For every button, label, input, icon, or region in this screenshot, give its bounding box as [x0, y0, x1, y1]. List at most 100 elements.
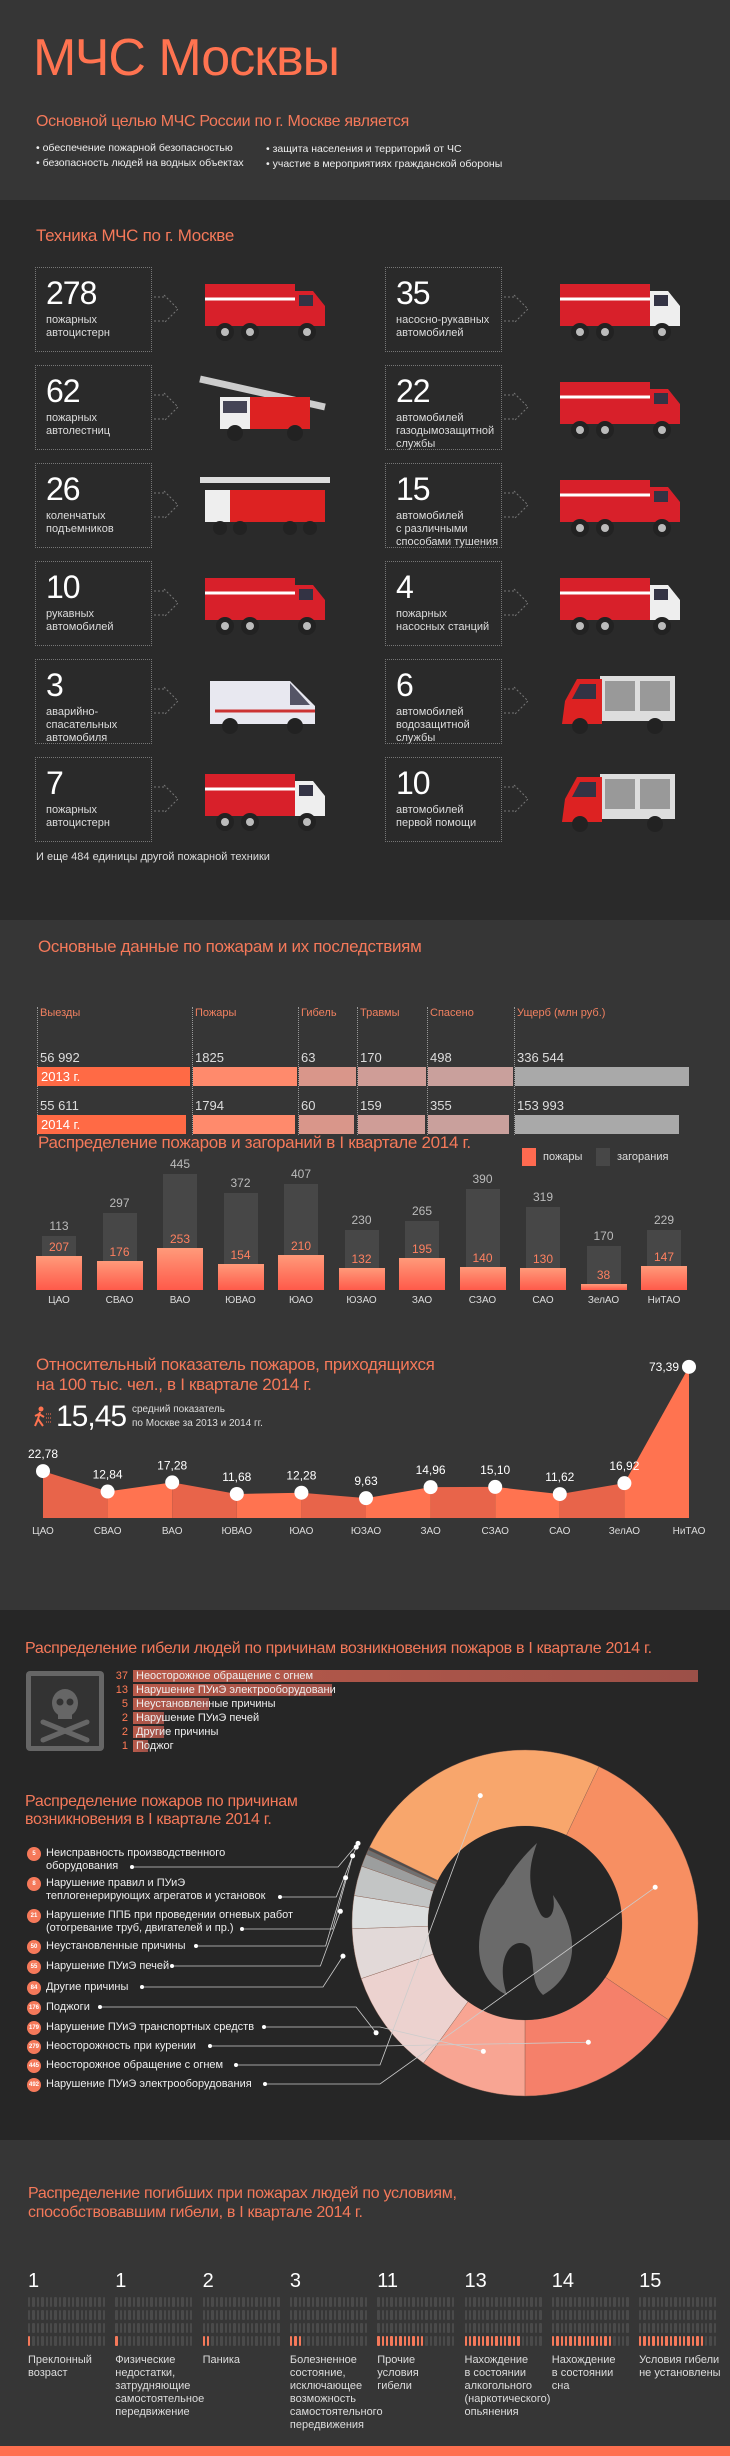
person-icon [512, 2323, 516, 2333]
person-icon [102, 2297, 106, 2307]
person-icon [255, 2310, 258, 2320]
person-icon [172, 2323, 175, 2333]
person-icon [556, 2323, 559, 2333]
leader-dot [477, 1793, 483, 1799]
cause-label: Нарушение ПУиЭ транспортных средств [46, 2021, 255, 2033]
person-icon [102, 2310, 106, 2320]
vehicle-card: 7 пожарных автоцистерн [35, 757, 152, 842]
person-icon [674, 2323, 677, 2333]
person-icon [608, 2310, 612, 2320]
x-tick-label: ВАО [169, 1295, 191, 1306]
vehicle-card: 4 пожарных насосных станций [385, 561, 502, 646]
person-icon [32, 2310, 35, 2320]
person-icon [28, 2336, 31, 2346]
person-icon [539, 2323, 542, 2333]
x-tick-label: ЗАО [411, 1295, 433, 1306]
vehicle-count: 62 [46, 373, 81, 409]
x-tick-label: НиТАО [647, 1295, 681, 1306]
person-icon [163, 2323, 166, 2333]
death-cause-label: Другие причины [136, 1726, 219, 1738]
person-icon [150, 2323, 153, 2333]
person-icon [185, 2297, 188, 2307]
person-icon [564, 2336, 568, 2346]
person-icon [639, 2310, 642, 2320]
leader-line [210, 2041, 589, 2047]
person-icon [473, 2297, 476, 2307]
person-icon [98, 2310, 101, 2320]
person-icon [137, 2310, 140, 2320]
cause-label: Поджоги [46, 2001, 90, 2013]
person-icon [451, 2323, 455, 2333]
data-point [100, 1484, 115, 1499]
person-icon [163, 2297, 166, 2307]
stats-title: Основные данные по пожарам и их последст… [38, 937, 422, 956]
person-icon [289, 2323, 293, 2333]
person-icon [132, 2310, 136, 2320]
person-icon [176, 2323, 180, 2333]
x-tick-label: СВАО [105, 1295, 134, 1306]
person-icon [468, 2310, 472, 2320]
person-icon [661, 2310, 664, 2320]
person-icon [551, 2310, 555, 2320]
person-icon [508, 2310, 511, 2320]
person-icon [215, 2323, 219, 2333]
legend-label-ignitions: загорания [617, 1151, 669, 1163]
person-icon [451, 2336, 455, 2346]
person-icon [473, 2336, 476, 2346]
person-icon [303, 2336, 306, 2346]
person-icon [206, 2323, 210, 2333]
person-icon [146, 2323, 149, 2333]
person-icon [495, 2297, 498, 2307]
person-icon [443, 2297, 446, 2307]
leader-dot [585, 2039, 591, 2045]
leader-dot [170, 1964, 174, 1968]
person-icon [394, 2323, 398, 2333]
leader-dot [140, 1985, 144, 1989]
person-icon [272, 2336, 276, 2346]
average-value: 15,45 [56, 1400, 127, 1433]
condition-column: 1 Преклонный возраст [28, 2270, 110, 2380]
data-label: 15,10 [480, 1463, 510, 1477]
person-icon [172, 2310, 175, 2320]
person-icon [185, 2310, 188, 2320]
person-icon [215, 2310, 219, 2320]
stat-bar [37, 1067, 190, 1086]
person-icon [696, 2336, 699, 2346]
person-icon [534, 2336, 538, 2346]
leader-line [142, 1955, 344, 1988]
person-icon [377, 2323, 380, 2333]
person-icon [141, 2310, 145, 2320]
condition-count: 14 [551, 2270, 575, 2292]
person-icon [220, 2310, 223, 2320]
person-icon [643, 2323, 646, 2333]
person-icon [206, 2336, 210, 2346]
person-icon [89, 2297, 92, 2307]
person-icon [311, 2310, 315, 2320]
person-icon [268, 2297, 271, 2307]
bullet: • обеспечение пожарной безопасностью [36, 142, 233, 154]
person-icon [329, 2323, 332, 2333]
person-icon [364, 2310, 367, 2320]
person-icon [477, 2323, 481, 2333]
chevron-right-icon [152, 387, 182, 427]
bar-label-ignitions: 170 [593, 1228, 614, 1243]
person-icon [525, 2310, 529, 2320]
condition-column: 3 Болезненное состояние, исключающее возм… [289, 2270, 383, 2432]
person-icon [54, 2297, 57, 2307]
person-icon [399, 2297, 402, 2307]
person-icon [613, 2336, 616, 2346]
person-icon [76, 2323, 79, 2333]
stat-bar [299, 1067, 356, 1086]
person-icon [36, 2297, 40, 2307]
person-icon [626, 2323, 629, 2333]
person-icon [416, 2336, 420, 2346]
person-icon [259, 2336, 263, 2346]
condition-count: 1 [28, 2270, 40, 2292]
death-bar [133, 1698, 210, 1710]
vehicle-label: пожарных автоцистерн [46, 314, 110, 339]
person-icon [277, 2323, 280, 2333]
person-icon [115, 2310, 118, 2320]
person-icon [381, 2310, 384, 2320]
person-icon [700, 2323, 703, 2333]
person-icon [250, 2336, 254, 2346]
